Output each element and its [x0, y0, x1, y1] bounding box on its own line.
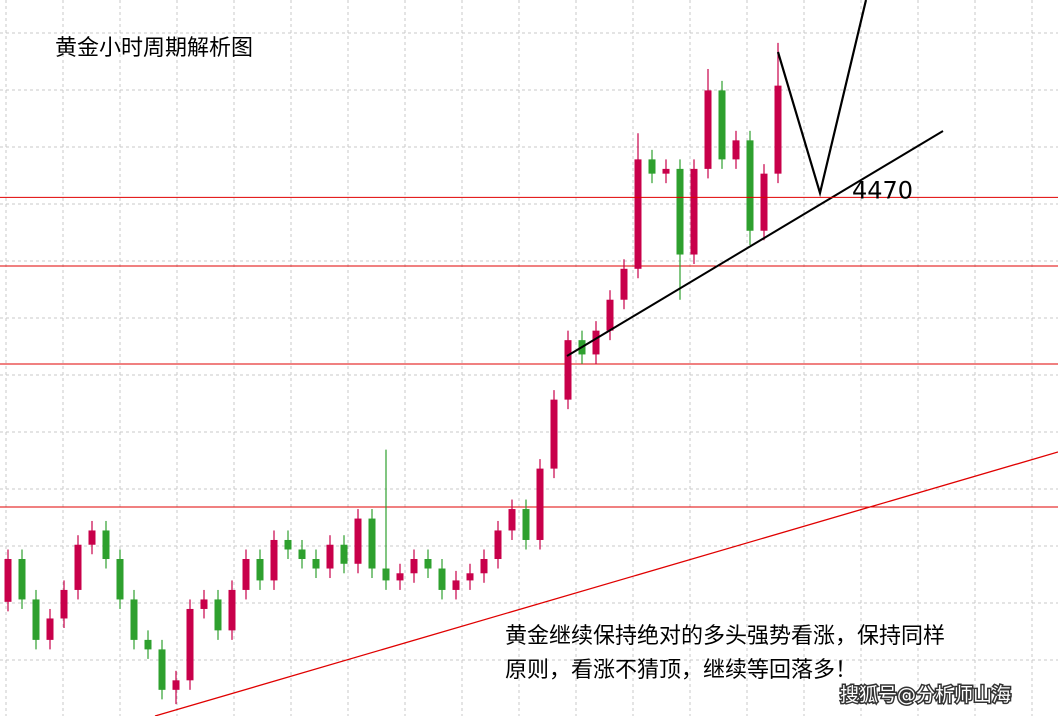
candle-body: [396, 573, 404, 581]
candle-body: [102, 530, 110, 560]
candle-body: [536, 468, 544, 540]
candle-body: [88, 530, 96, 545]
candle-body: [620, 268, 628, 300]
candle-body: [774, 85, 782, 174]
candle-body: [368, 518, 376, 569]
candle-body: [676, 168, 684, 255]
candle-body: [32, 599, 40, 640]
candle-body: [200, 599, 208, 609]
candle-body: [746, 140, 754, 231]
annotation: 原则，看涨不猜顶，继续等回落多！: [505, 658, 857, 683]
candle-body: [284, 539, 292, 550]
candle-body: [592, 330, 600, 355]
candle-body: [340, 544, 348, 564]
candle-body: [480, 559, 488, 574]
candle-body: [732, 140, 740, 160]
candle-body: [424, 559, 432, 569]
candle-body: [494, 530, 502, 560]
projection-path: [776, 0, 868, 198]
candle-body: [634, 159, 642, 269]
candle-body: [564, 340, 572, 400]
candle-body: [214, 599, 222, 631]
candle-body: [4, 559, 12, 602]
candle-body: [662, 168, 670, 174]
candle-body: [452, 580, 460, 590]
watermark: 搜狐号@分析师山海: [840, 684, 1011, 706]
candle-body: [144, 639, 152, 650]
candle-body: [410, 559, 418, 574]
candle-body: [718, 90, 726, 160]
candle-body: [648, 159, 656, 174]
candle-body: [60, 589, 68, 619]
candles: [4, 42, 782, 705]
candle-body: [508, 509, 516, 531]
annotation: 黄金继续保持绝对的多头强势看涨，保持同样: [505, 624, 945, 649]
candle-body: [186, 608, 194, 681]
candle-body: [382, 568, 390, 581]
trend-line: [154, 451, 1058, 716]
candle-body: [74, 544, 82, 590]
candle-body: [326, 544, 334, 569]
candle-body: [298, 549, 306, 560]
candle-body: [46, 618, 54, 640]
candle-body: [172, 680, 180, 690]
candle-body: [522, 509, 530, 540]
candle-body: [438, 568, 446, 590]
candle-body: [116, 559, 124, 600]
candle-body: [466, 573, 474, 581]
candle-body: [690, 168, 698, 255]
candle-body: [312, 559, 320, 569]
candle-body: [760, 173, 768, 231]
candle-body: [242, 559, 250, 590]
candle-body: [606, 299, 614, 331]
chart-title: 黄金小时周期解析图: [55, 36, 253, 61]
candle-body: [158, 649, 166, 690]
candle-body: [130, 599, 138, 640]
candle-body: [256, 559, 264, 581]
candle-body: [354, 518, 362, 564]
candle-body: [550, 399, 558, 469]
candle-body: [704, 90, 712, 169]
candle-body: [18, 559, 26, 600]
level-label: 4470: [852, 176, 913, 204]
candle-body: [228, 589, 236, 631]
trend-line: [566, 130, 944, 357]
candle-body: [270, 539, 278, 581]
